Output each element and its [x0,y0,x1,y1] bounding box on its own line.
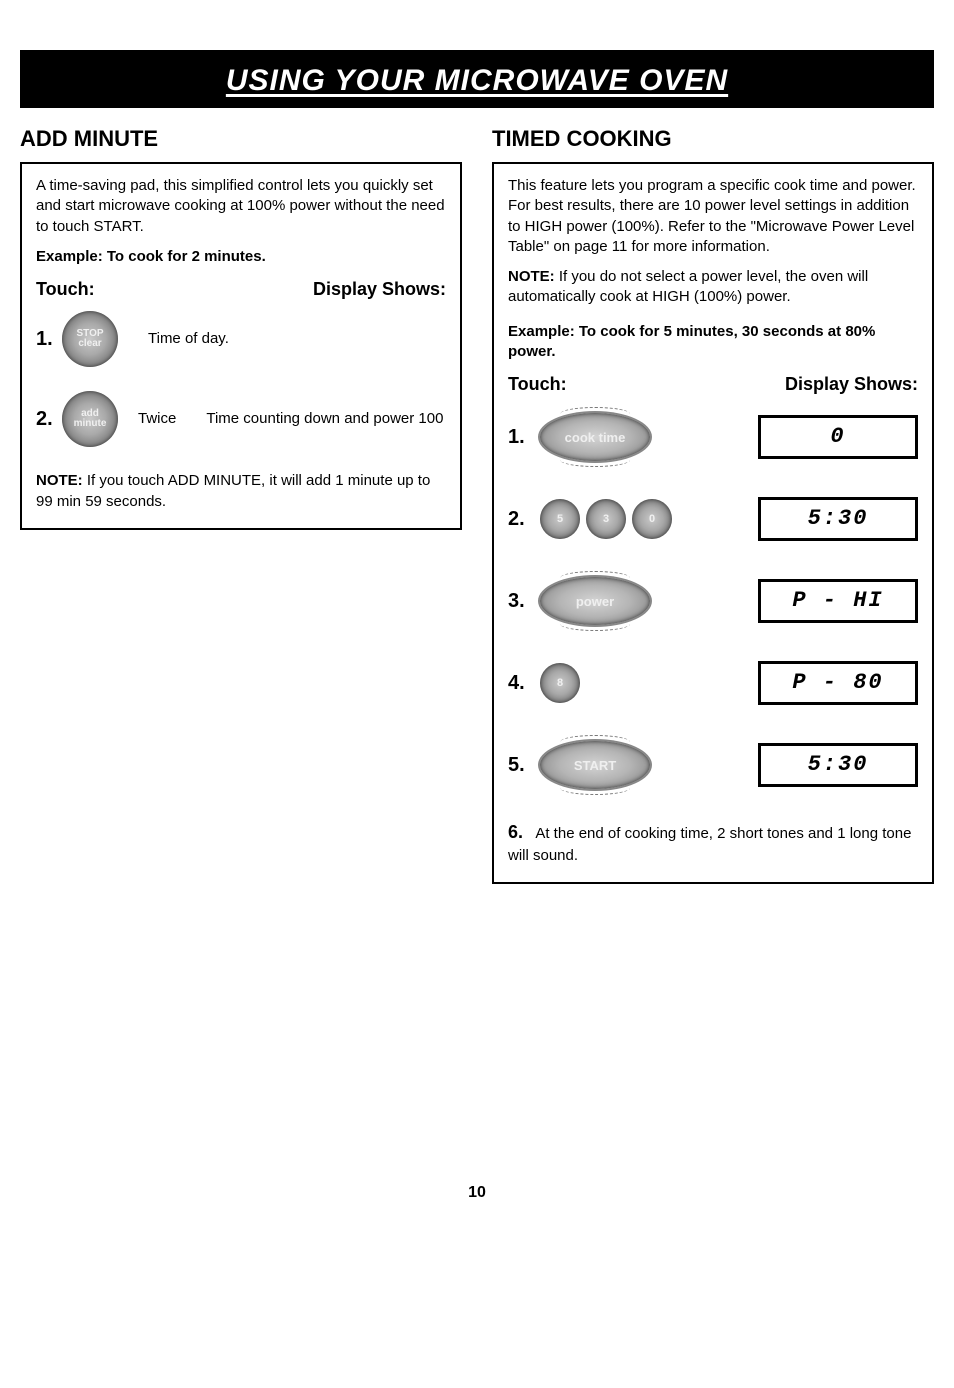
page-banner: USING YOUR MICROWAVE OVEN [20,50,934,108]
step-number: 3. [508,588,534,615]
step1-display-text: Time of day. [118,329,446,349]
right-table-header: Touch: Display Shows: [508,372,918,396]
start-button-icon: START [540,741,650,789]
display-header: Display Shows: [785,372,918,396]
step-number: 5. [508,752,534,779]
add-minute-button-icon: add minute [62,391,118,447]
banner-title: USING YOUR MICROWAVE OVEN [20,64,934,98]
step2-display-text: Time counting down and power 100 [176,409,446,429]
right-step-4: 4. 8 P - 80 [508,656,918,710]
left-step-1: 1. STOP clear Time of day. [36,311,446,367]
right-step-1: 1. cook time 0 [508,410,918,464]
timed-cooking-note: NOTE: If you do not select a power level… [508,267,918,308]
add-minute-intro: A time-saving pad, this simplified contr… [36,176,446,237]
add-minute-note: NOTE: If you touch ADD MINUTE, it will a… [36,471,446,512]
digit-5-button-icon: 5 [540,499,580,539]
touch-header: Touch: [508,372,567,396]
timed-cooking-heading: TIMED COOKING [492,126,934,152]
display-readout: 5:30 [758,497,918,541]
add-minute-example: Example: To cook for 2 minutes. [36,247,446,267]
timed-cooking-example: Example: To cook for 5 minutes, 30 secon… [508,322,918,363]
add-minute-heading: ADD MINUTE [20,126,462,152]
digit-8-button-icon: 8 [540,663,580,703]
two-column-layout: ADD MINUTE A time-saving pad, this simpl… [20,126,934,884]
step-number: 2. [36,406,62,433]
cook-time-button-icon: cook time [540,413,650,461]
timed-cooking-intro: This feature lets you program a specific… [508,176,918,257]
right-step-3: 3. power P - HI [508,574,918,628]
page-number: 10 [20,1184,934,1202]
right-step-2: 2. 5 3 0 5:30 [508,492,918,546]
step-number: 2. [508,506,534,533]
timed-cooking-box: This feature lets you program a specific… [492,162,934,884]
touch-header: Touch: [36,277,95,301]
step-number: 4. [508,670,534,697]
right-step-6: 6. At the end of cooking time, 2 short t… [508,820,918,866]
right-column: TIMED COOKING This feature lets you prog… [492,126,934,884]
display-readout: 5:30 [758,743,918,787]
step2-mid-text: Twice [138,409,176,429]
display-readout: P - 80 [758,661,918,705]
digit-0-button-icon: 0 [632,499,672,539]
left-step-2: 2. add minute Twice Time counting down a… [36,391,446,447]
display-readout: 0 [758,415,918,459]
right-step-5: 5. START 5:30 [508,738,918,792]
step-number: 1. [508,424,534,451]
left-column: ADD MINUTE A time-saving pad, this simpl… [20,126,462,884]
digit-3-button-icon: 3 [586,499,626,539]
display-header: Display Shows: [313,277,446,301]
stop-clear-button-icon: STOP clear [62,311,118,367]
left-table-header: Touch: Display Shows: [36,277,446,301]
display-readout: P - HI [758,579,918,623]
power-button-icon: power [540,577,650,625]
step-number: 1. [36,326,62,353]
add-minute-box: A time-saving pad, this simplified contr… [20,162,462,530]
